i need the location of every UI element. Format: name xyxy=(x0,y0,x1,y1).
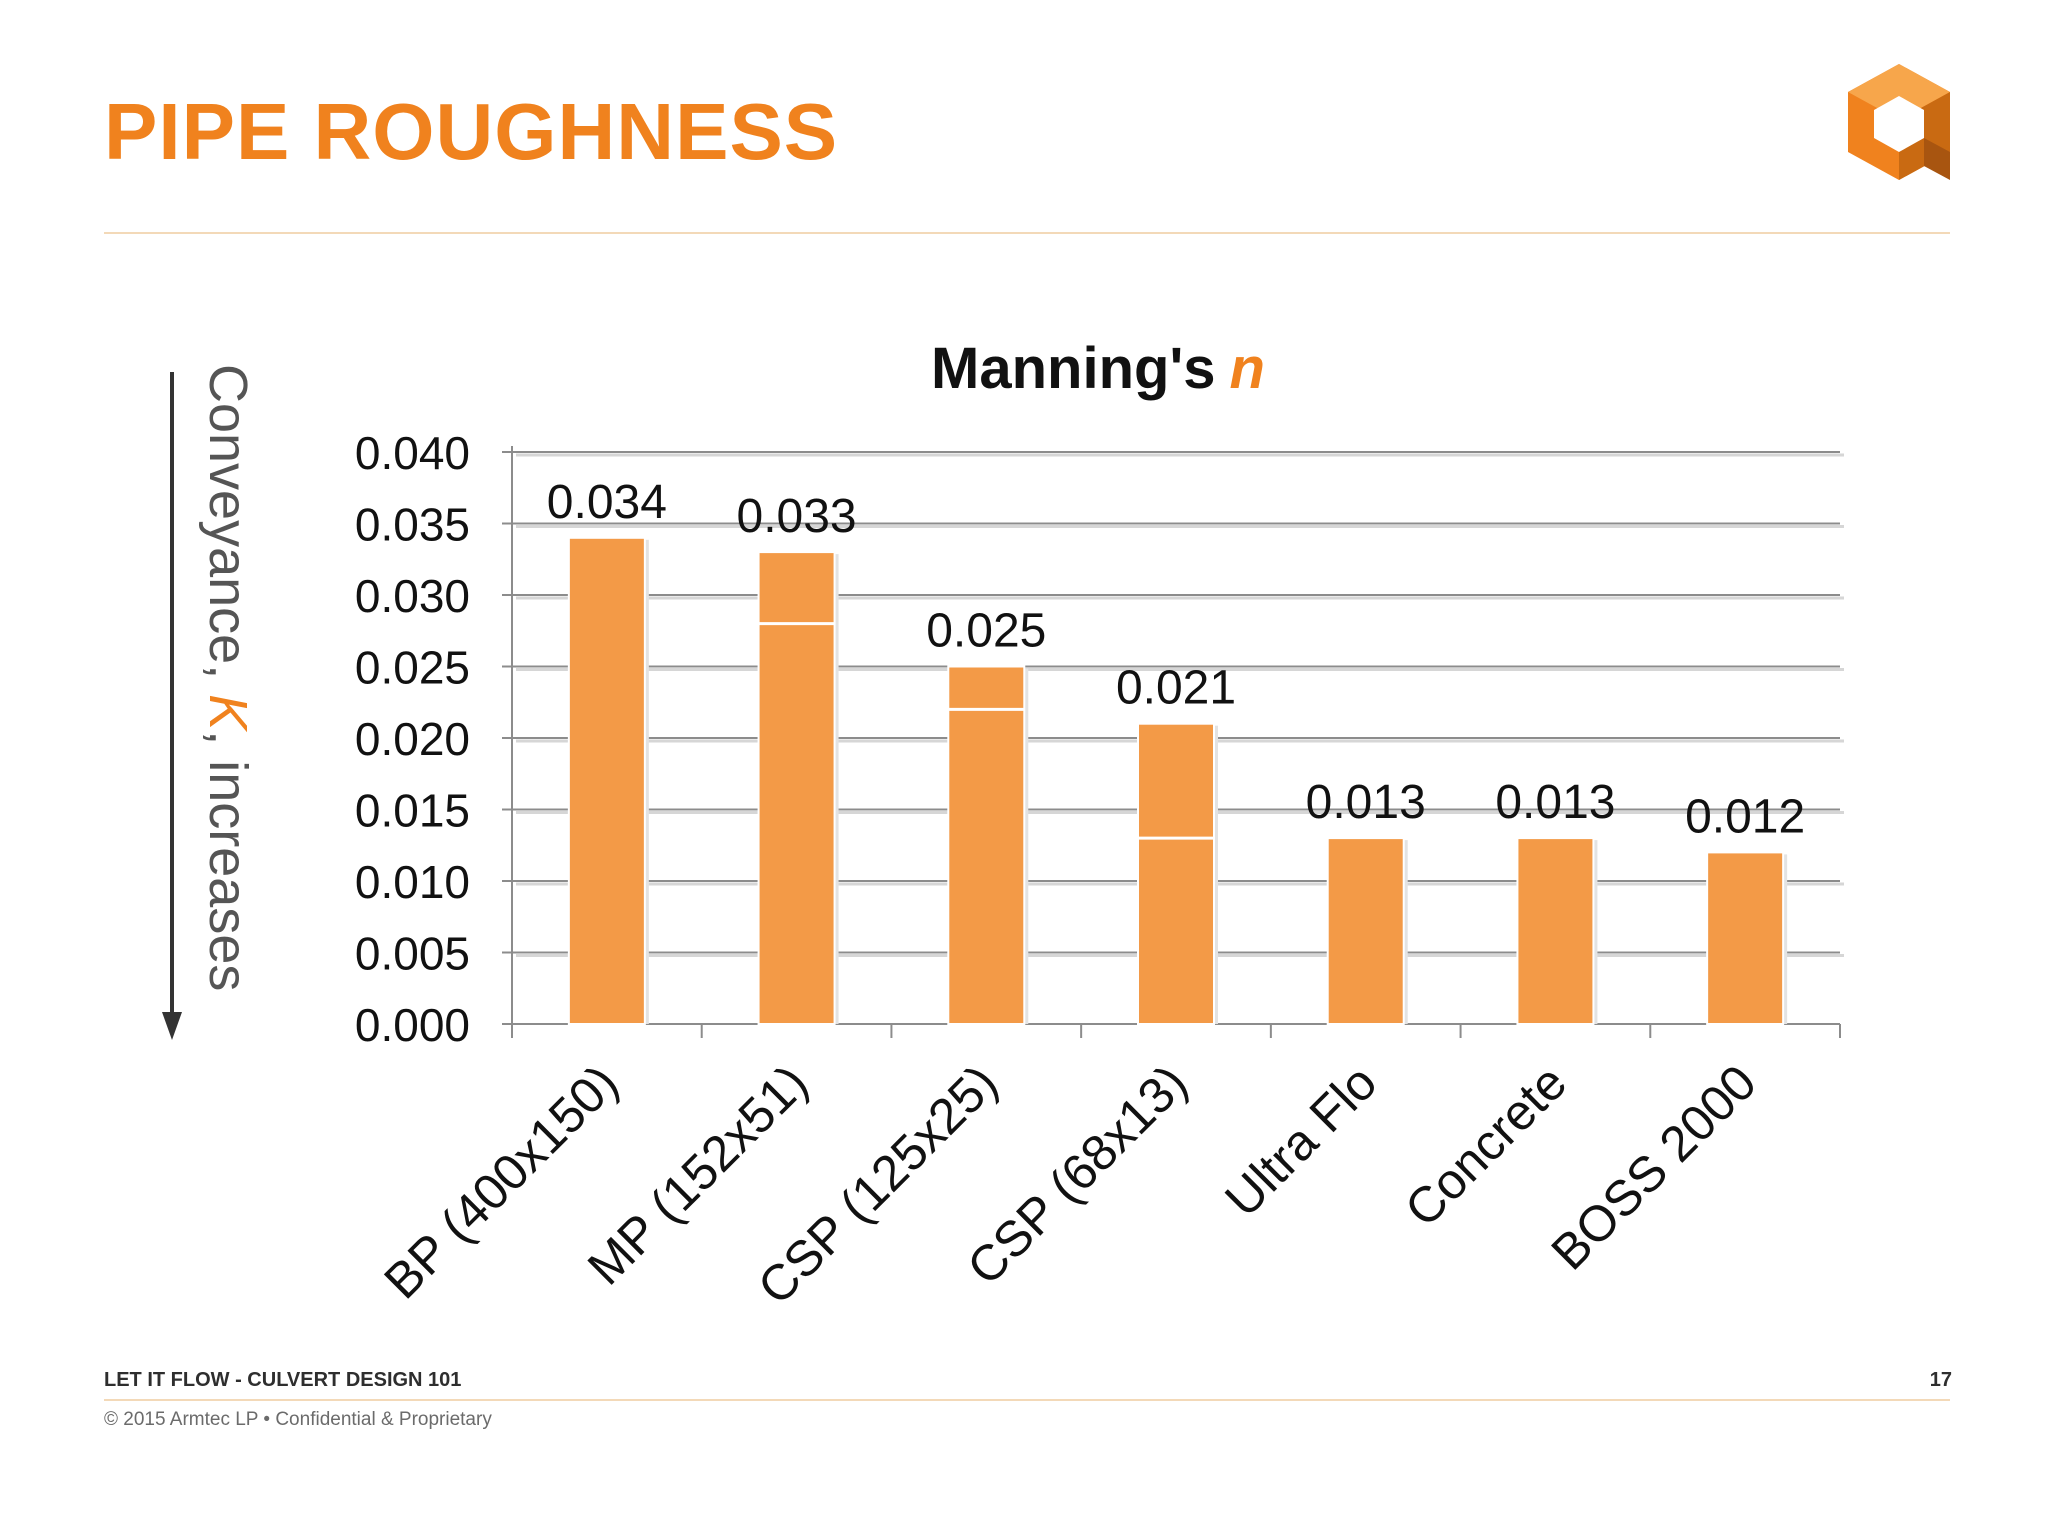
y-tick-label: 0.040 xyxy=(355,427,470,479)
category-label: Ultra Flo xyxy=(1214,1054,1387,1227)
conveyance-caption: Conveyance, K, increases xyxy=(198,364,258,1034)
data-label: 0.013 xyxy=(1495,776,1615,829)
chart-title-text: Manning's xyxy=(931,336,1215,401)
title-divider xyxy=(104,232,1950,234)
data-label: 0.025 xyxy=(926,605,1046,658)
y-tick-label: 0.010 xyxy=(355,856,470,908)
mannings-n-chart: Manning's n 0.000 0.005 0.010 0.015 0.020 0.02… xyxy=(355,336,1844,1315)
down-arrow-icon xyxy=(162,372,182,1040)
chart-title-symbol: n xyxy=(1230,336,1265,401)
bar xyxy=(947,665,1026,1025)
bar xyxy=(1516,837,1595,1025)
conveyance-symbol: K xyxy=(198,694,258,731)
footer-presentation-title: LET IT FLOW - CULVERT DESIGN 101 xyxy=(104,1369,462,1391)
slide-title: PIPE ROUGHNESS xyxy=(104,87,839,176)
category-label: BP (400x150) xyxy=(373,1054,628,1309)
armtec-logo-icon xyxy=(1848,64,1950,180)
y-tick-label: 0.035 xyxy=(355,499,470,551)
y-tick-label: 0.025 xyxy=(355,642,470,694)
data-label: 0.033 xyxy=(737,490,857,543)
data-label: 0.034 xyxy=(547,476,667,529)
y-tick-label: 0.030 xyxy=(355,570,470,622)
bar xyxy=(1326,837,1405,1025)
y-tick-label: 0.000 xyxy=(355,999,470,1051)
data-label: 0.012 xyxy=(1685,790,1805,843)
conveyance-caption-suffix: , increases xyxy=(198,730,258,992)
data-label: 0.013 xyxy=(1306,776,1426,829)
category-label: BOSS 2000 xyxy=(1541,1054,1767,1280)
copyright-notice: © 2015 Armtec LP • Confidential & Propri… xyxy=(104,1409,492,1430)
conveyance-caption-prefix: Conveyance, xyxy=(198,364,258,695)
footer-divider xyxy=(104,1399,1950,1401)
bar xyxy=(1706,851,1785,1026)
y-tick-label: 0.005 xyxy=(355,928,470,980)
y-tick-label: 0.015 xyxy=(355,785,470,837)
y-tick-label: 0.020 xyxy=(355,713,470,765)
chart-title: Manning's n xyxy=(931,336,1265,401)
data-label: 0.021 xyxy=(1116,662,1236,715)
page-number: 17 xyxy=(1929,1369,1952,1391)
bar xyxy=(757,551,836,1025)
bar xyxy=(567,536,646,1025)
category-label: Concrete xyxy=(1394,1054,1577,1237)
bar xyxy=(1137,722,1215,1025)
